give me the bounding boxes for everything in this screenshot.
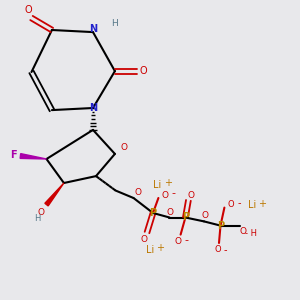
Text: N: N [89,103,97,113]
Text: O: O [167,208,174,217]
Text: Li: Li [146,244,154,255]
Text: O: O [175,237,182,246]
Text: O: O [161,190,169,200]
Text: O: O [188,190,195,200]
Text: Li: Li [248,200,256,211]
Text: Li: Li [153,179,162,190]
Text: - H: - H [245,229,257,238]
Text: O: O [120,143,128,152]
Text: H: H [111,19,117,28]
Text: P: P [149,208,157,218]
Polygon shape [45,183,64,206]
Text: O: O [139,66,147,76]
Text: -: - [224,244,227,255]
Text: P: P [217,220,224,231]
Text: +: + [259,199,266,209]
Text: -: - [171,188,176,198]
Text: +: + [164,178,172,188]
Text: -: - [184,235,188,245]
Text: O: O [38,208,45,217]
Text: O: O [214,245,221,254]
Text: O: O [228,200,234,209]
Text: N: N [89,24,97,34]
Text: O: O [140,235,148,244]
Text: +: + [157,243,164,253]
Text: O: O [25,4,32,15]
Text: O: O [134,188,142,197]
Text: H: H [34,214,41,223]
Text: -: - [237,198,241,208]
Text: F: F [11,150,17,161]
Text: O: O [239,226,247,236]
Text: P: P [182,212,189,223]
Polygon shape [20,154,46,159]
Text: O: O [201,212,208,220]
